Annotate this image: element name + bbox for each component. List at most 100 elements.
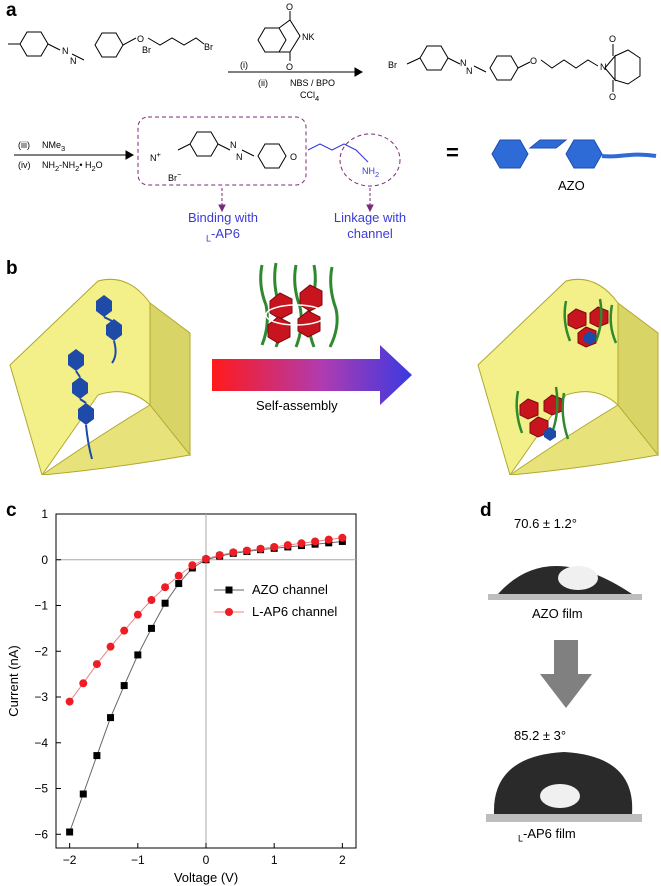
data-point-ap6 — [188, 561, 197, 570]
box-n2: N — [236, 152, 243, 162]
product-o-bottom: O — [609, 92, 617, 102]
synthesis-scheme — [8, 11, 657, 213]
x-tick-label: 0 — [203, 853, 210, 867]
x-tick-label: −2 — [63, 853, 77, 867]
step2-reagent: (ii) — [258, 78, 268, 88]
legend-label-0: AZO channel — [252, 582, 328, 597]
data-point-ap6 — [147, 596, 156, 605]
ap6-film-label: L-AP6 film — [518, 826, 576, 844]
panel-a-label: a — [6, 0, 17, 21]
reagent-o-top: O — [286, 2, 294, 12]
data-point-ap6 — [79, 679, 88, 688]
y-tick-label: 0 — [41, 553, 48, 567]
product-n1: N — [460, 58, 467, 68]
data-point-ap6 — [174, 571, 183, 580]
br-terminal: Br — [204, 42, 213, 52]
y-tick-label: 1 — [41, 507, 48, 521]
y-axis-label: Current (nA) — [6, 645, 21, 717]
x-axis-label: Voltage (V) — [174, 870, 238, 885]
o-label: O — [137, 34, 145, 44]
data-point-ap6 — [120, 626, 129, 635]
channel-right — [477, 278, 659, 475]
data-point-azo — [93, 752, 101, 760]
data-point-azo — [120, 682, 128, 690]
step2-solvent: CCl4 — [300, 90, 320, 103]
data-point-ap6 — [283, 541, 292, 550]
down-arrow-icon — [540, 640, 592, 708]
y-tick-label: −6 — [34, 827, 48, 841]
reagent-o-bottom: O — [286, 62, 294, 72]
box-o: O — [290, 152, 298, 162]
x-tick-label: −1 — [131, 853, 145, 867]
br-label: Br — [142, 45, 151, 55]
y-tick-label: −4 — [34, 736, 48, 750]
binding-note: Binding with L-AP6 — [187, 210, 259, 244]
data-point-ap6 — [242, 546, 251, 555]
ap6-cluster — [259, 262, 339, 348]
product-n3: N — [600, 62, 607, 72]
data-point-ap6 — [256, 544, 265, 553]
step3-label: NMe3 — [42, 140, 66, 153]
data-point-ap6 — [229, 548, 238, 557]
ap6-angle: 85.2 ± 3° — [514, 728, 567, 743]
product-n2: N — [466, 66, 473, 76]
y-tick-label: −1 — [34, 599, 48, 613]
data-point-ap6 — [161, 583, 170, 592]
data-point-ap6 — [311, 537, 320, 546]
data-point-ap6 — [106, 642, 115, 651]
data-point-azo — [147, 624, 155, 632]
data-point-ap6 — [324, 535, 333, 544]
data-point-ap6 — [65, 697, 74, 706]
x-tick-label: 2 — [339, 853, 346, 867]
data-point-ap6 — [92, 660, 101, 669]
azo-label: AZO — [558, 178, 585, 193]
azo-angle: 70.6 ± 1.2° — [514, 516, 577, 531]
panel-c-label: c — [6, 500, 17, 521]
bromide-ion: Br− — [168, 170, 182, 183]
data-point-ap6 — [215, 551, 224, 560]
reagent-nk: NK — [302, 32, 315, 42]
iv-chart: −2 −1 0 1 2 1 0 −1 −2 −3 −4 −5 −6 Voltage (V) Current … — [6, 507, 357, 885]
self-assembly-arrow — [212, 345, 412, 405]
data-point-ap6 — [270, 542, 279, 551]
data-point-ap6 — [202, 554, 210, 563]
panel-b-label: b — [6, 258, 18, 279]
assembly-diagram — [9, 262, 659, 475]
data-point-ap6 — [133, 610, 142, 619]
step3-reagent: (iii) — [18, 140, 30, 150]
n-label-1: N — [62, 46, 69, 56]
data-point-azo — [161, 599, 169, 607]
legend-marker-ap6 — [225, 608, 233, 616]
step4-reagent: (iv) — [18, 160, 31, 170]
product-o: O — [530, 56, 538, 66]
y-tick-label: −2 — [34, 644, 48, 658]
legend-label-1: L-AP6 channel — [252, 604, 337, 619]
product-br: Br — [388, 60, 397, 70]
y-tick-label: −5 — [34, 782, 48, 796]
y-tick-label: −3 — [34, 690, 48, 704]
legend-marker-azo — [225, 586, 233, 594]
data-point-azo — [175, 580, 183, 588]
nh2-label: NH2 — [362, 166, 380, 179]
azo-droplet-image — [488, 538, 642, 600]
product-o-top: O — [609, 34, 617, 44]
data-point-azo — [79, 790, 87, 798]
azo-film-label: AZO film — [532, 606, 583, 621]
n-label-2: N — [70, 56, 77, 66]
step2-label: NBS / BPO — [290, 78, 336, 88]
equals-sign: = — [446, 140, 459, 165]
panel-d-label: d — [480, 500, 492, 521]
box-n1: N — [230, 140, 237, 150]
self-assembly-label: Self-assembly — [256, 398, 338, 413]
linkage-note: Linkage with channel — [333, 210, 407, 241]
data-point-azo — [134, 651, 142, 659]
azo-molecules-left — [68, 295, 122, 425]
data-point-ap6 — [338, 533, 347, 542]
data-point-ap6 — [297, 539, 306, 548]
step4-label: NH2-NH2• H2O — [42, 160, 103, 173]
ap6-droplet-image — [486, 746, 642, 822]
data-point-azo — [107, 714, 115, 722]
ammonium-n: N+ — [150, 150, 161, 163]
data-point-azo — [66, 828, 74, 836]
x-tick-label: 1 — [271, 853, 278, 867]
